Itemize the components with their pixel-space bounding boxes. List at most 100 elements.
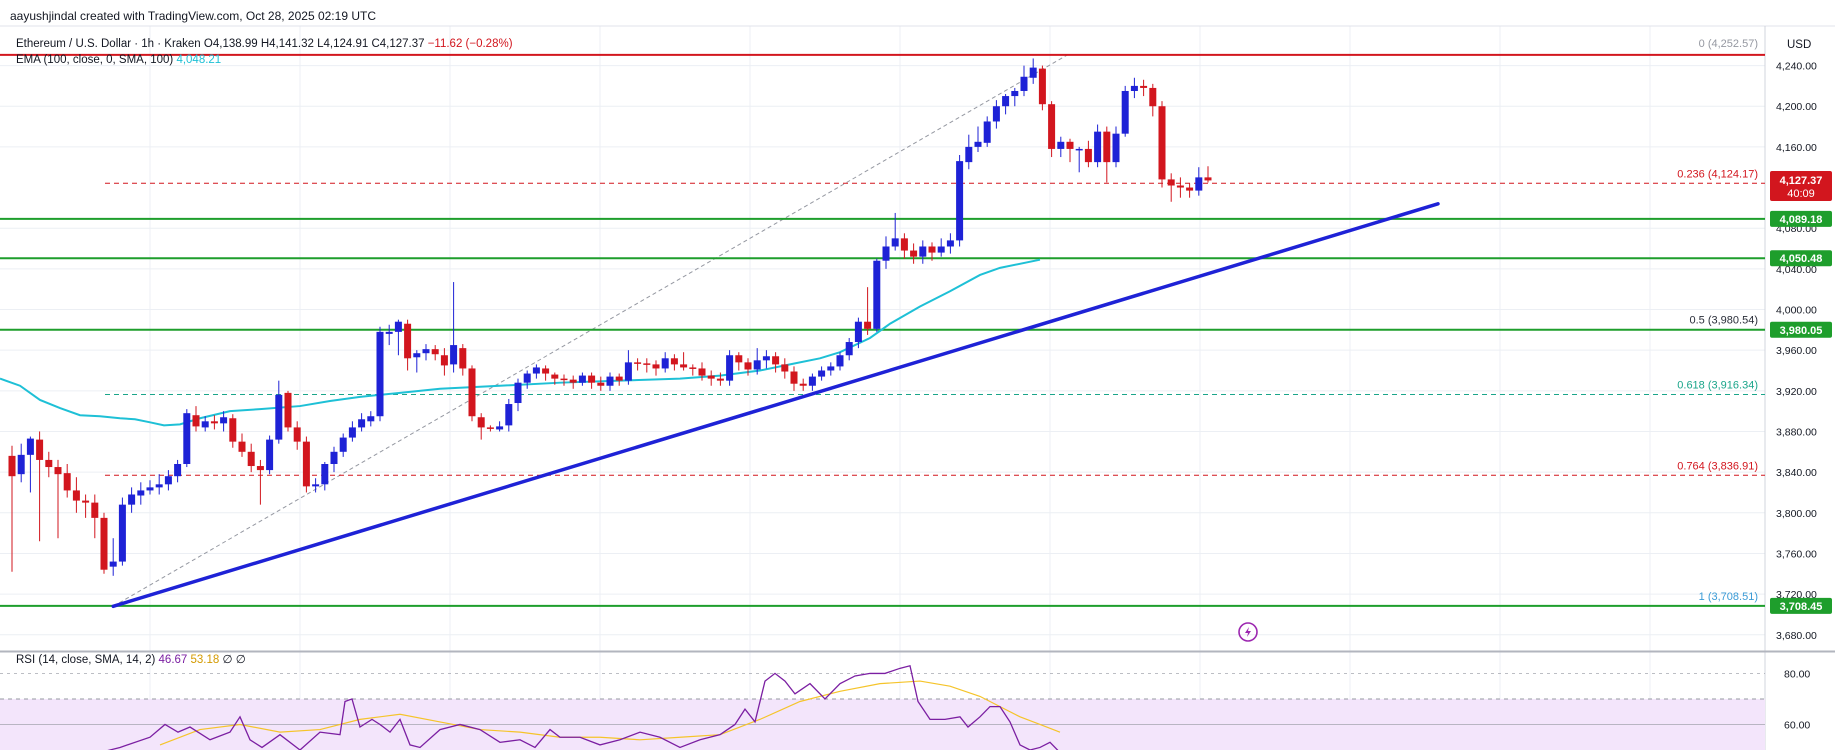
candle — [183, 409, 191, 468]
last-price-countdown: 40:09 — [1787, 188, 1815, 200]
candle-body — [1011, 90, 1019, 97]
candle — [321, 461, 329, 491]
candle — [358, 413, 366, 432]
candle — [873, 258, 881, 332]
candle — [689, 364, 697, 376]
candle — [845, 337, 853, 361]
candle-body — [661, 358, 669, 369]
candle — [1038, 65, 1046, 111]
candle — [118, 497, 126, 566]
candle-body — [1186, 187, 1194, 191]
candle — [523, 370, 531, 389]
candle-body — [726, 355, 734, 381]
candle-body — [358, 419, 366, 428]
candle — [818, 366, 826, 381]
candle-body — [109, 561, 117, 567]
candle-body — [284, 392, 292, 428]
candle — [1186, 183, 1194, 198]
candle-body — [1158, 106, 1166, 180]
last-price-tag — [1770, 171, 1832, 202]
candle — [1094, 124, 1102, 168]
candle — [17, 443, 25, 483]
candle-body — [17, 454, 25, 475]
fib-level-label: 0 (4,252.57) — [1699, 38, 1758, 50]
candle — [459, 344, 467, 376]
ema-label: EMA (100, close, 0, SMA, 100) — [16, 54, 176, 66]
candle — [836, 352, 844, 371]
rsi-tick-label: 60.00 — [1784, 719, 1810, 731]
candle-body — [1167, 179, 1175, 186]
candle — [992, 100, 1000, 129]
candle — [1204, 166, 1212, 183]
candle — [707, 370, 715, 386]
candle-body — [1038, 68, 1046, 105]
candle-body — [330, 451, 338, 464]
candle-body — [247, 451, 255, 467]
candle — [284, 390, 292, 432]
candle — [643, 358, 651, 373]
fib-level-label: 0.764 (3,836.91) — [1677, 460, 1758, 472]
candle-body — [256, 466, 264, 471]
candle-body — [312, 484, 320, 487]
candle-body — [818, 370, 826, 377]
candle — [63, 464, 71, 498]
candle — [413, 350, 421, 373]
candle — [882, 236, 890, 269]
candle — [698, 362, 706, 381]
candle-body — [275, 394, 283, 440]
candle — [1057, 136, 1065, 158]
candle-body — [348, 427, 356, 438]
candle — [1020, 65, 1028, 97]
candle — [201, 416, 209, 432]
candle — [450, 282, 458, 373]
candle-body — [900, 238, 908, 251]
candle — [54, 459, 62, 539]
candle-body — [827, 366, 835, 371]
candle-body — [1084, 148, 1092, 163]
candle-body — [367, 416, 375, 422]
candle-body — [845, 342, 853, 356]
candle-body — [404, 323, 412, 359]
candle-body — [799, 383, 807, 386]
candle — [827, 362, 835, 376]
candle — [606, 372, 614, 391]
candle — [560, 374, 568, 386]
candle-body — [983, 121, 991, 143]
candle-body — [670, 358, 678, 365]
candle — [1121, 85, 1129, 137]
candle-body — [753, 360, 761, 370]
candle-body — [689, 367, 697, 369]
candle-body — [394, 321, 402, 332]
price-tick-label: 4,160.00 — [1776, 142, 1817, 154]
candle-body — [532, 367, 540, 374]
currency-label: USD — [1787, 39, 1811, 51]
candle-body — [293, 427, 301, 442]
candle-body — [385, 331, 393, 334]
candle-body — [854, 321, 862, 343]
candle-body — [26, 438, 34, 455]
candle — [229, 414, 237, 448]
candle-body — [1075, 148, 1083, 151]
price-tick-label: 3,760.00 — [1776, 548, 1817, 560]
rsi-ma-value: 53.18 — [191, 654, 223, 666]
candle — [615, 373, 623, 386]
lightning-icon-bolt — [1245, 627, 1251, 637]
legend-change: −11.62 (−0.28%) — [428, 38, 513, 50]
rsi-flags: ∅ ∅ — [223, 654, 246, 666]
legend-symbol: Ethereum / U.S. Dollar · 1h · Kraken O4,… — [16, 38, 513, 50]
candle — [192, 406, 200, 432]
candle-body — [956, 161, 964, 241]
price-tick-label: 3,960.00 — [1776, 345, 1817, 357]
candle — [726, 350, 734, 386]
candle — [330, 446, 338, 473]
candle — [26, 436, 34, 493]
candle — [1103, 126, 1111, 183]
candle-body — [118, 504, 126, 562]
candle-body — [477, 417, 485, 428]
support-level-tag — [1770, 321, 1832, 338]
candle-body — [459, 348, 467, 369]
candle — [1075, 146, 1083, 173]
lightning-icon-ring — [1238, 622, 1258, 642]
legend-low: L4,124.91 — [317, 38, 371, 50]
